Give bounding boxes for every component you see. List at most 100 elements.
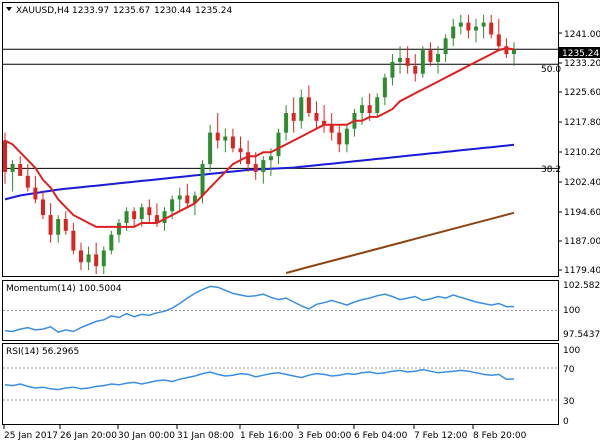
current-price-tag xyxy=(559,47,600,58)
sma-mid-line xyxy=(4,143,515,201)
candle-body xyxy=(94,254,99,267)
momentum-axis-mid: 100 xyxy=(563,306,580,316)
momentum-axis-top: 102.5828 xyxy=(563,281,600,291)
candle-body xyxy=(208,132,213,165)
candle-body xyxy=(86,254,91,263)
candle-body xyxy=(109,234,114,251)
candle-body xyxy=(291,112,296,121)
candle-body xyxy=(405,57,410,66)
candle-body xyxy=(382,77,387,98)
candle-body xyxy=(489,22,494,35)
time-label-9: 8 Feb 20:00 xyxy=(473,431,527,441)
rsi-axis-70: 70 xyxy=(563,365,575,375)
candle-body xyxy=(268,156,273,161)
candle-body xyxy=(101,250,106,267)
candle-body xyxy=(375,97,380,113)
time-label-7: 6 Feb 04:00 xyxy=(354,431,408,441)
sma-fast-line xyxy=(4,47,515,228)
price-label-7: 1194.60 xyxy=(564,208,600,218)
time-label-5: 1 Feb 16:00 xyxy=(240,431,294,441)
time-label-2: 26 Jan 20:00 xyxy=(60,431,117,441)
candle-body xyxy=(276,132,281,157)
candle-body xyxy=(329,124,334,133)
price-label-4: 1217.80 xyxy=(564,118,600,128)
rsi-pane[interactable] xyxy=(2,343,559,425)
candle-body xyxy=(413,65,418,74)
momentum-line xyxy=(4,285,514,334)
candle-body xyxy=(428,50,433,62)
candle-body xyxy=(512,49,516,55)
candle-body xyxy=(78,250,83,263)
price-label-1: 1241.00 xyxy=(564,30,600,40)
candle-body xyxy=(314,112,319,121)
candle-body xyxy=(398,57,403,62)
time-label-1: 25 Jan 2017 xyxy=(4,431,58,441)
candle-body xyxy=(177,195,182,200)
candle-body xyxy=(132,211,137,220)
candle-body xyxy=(192,195,197,204)
candle-body xyxy=(56,219,61,235)
ohlc-low: 1230.44 xyxy=(154,6,191,16)
candle-body xyxy=(481,22,486,27)
fib-50-label: 50.0 xyxy=(541,65,561,75)
sma-slow-line xyxy=(285,211,515,274)
candle-body xyxy=(253,164,258,172)
candle-body xyxy=(458,22,463,27)
candle-body xyxy=(40,199,45,216)
ohlc-close: 1235.24 xyxy=(195,6,232,16)
candle-body xyxy=(3,140,7,172)
price-label-3: 1225.60 xyxy=(564,88,600,98)
candle-body xyxy=(124,211,129,223)
time-label-3: 30 Jan 00:00 xyxy=(118,431,175,441)
collapse-triangle-icon[interactable] xyxy=(6,7,12,11)
rsi-axis-0: 0 xyxy=(563,417,569,427)
candle-body xyxy=(10,164,15,172)
candle-body xyxy=(246,152,251,165)
momentum-title: Momentum(14) 100.5004 xyxy=(6,284,122,294)
candle-body xyxy=(215,132,220,141)
candle-body xyxy=(496,34,501,47)
price-label-5: 1210.20 xyxy=(564,148,600,158)
candle-body xyxy=(33,187,38,200)
momentum-axis-bottom: 97.5437 xyxy=(563,330,600,340)
candle-body xyxy=(360,105,365,113)
price-label-8: 1187.00 xyxy=(564,237,600,247)
candle-body xyxy=(18,164,23,176)
candle-body xyxy=(25,175,30,188)
price-label-2: 1233.20 xyxy=(564,59,600,69)
candle-body xyxy=(48,215,53,235)
candle-body xyxy=(185,195,190,204)
candle-body xyxy=(451,26,456,39)
main-price-pane[interactable] xyxy=(2,2,559,277)
candle-body xyxy=(162,211,167,223)
symbol-timeframe-label: XAUUSD,H4 xyxy=(16,6,70,16)
rsi-line xyxy=(4,368,515,391)
price-label-6: 1202.40 xyxy=(564,178,600,188)
candle-body xyxy=(504,46,509,55)
candle-body xyxy=(63,219,68,231)
candle-body xyxy=(337,132,342,145)
candle-body xyxy=(116,222,121,235)
rsi-title: RSI(14) 56.2965 xyxy=(6,347,79,357)
rsi-axis-100: 100 xyxy=(563,346,580,356)
candle-body xyxy=(223,136,228,141)
candle-body xyxy=(420,50,425,74)
candle-body xyxy=(200,164,205,196)
fib-38-label: 38.2 xyxy=(541,165,561,175)
candle-body xyxy=(367,105,372,113)
candle-body xyxy=(436,54,441,62)
candle-body xyxy=(261,160,266,172)
time-label-4: 31 Jan 08:00 xyxy=(177,431,234,441)
candle-body xyxy=(238,148,243,153)
time-label-6: 3 Feb 00:00 xyxy=(298,431,352,441)
candle-body xyxy=(139,207,144,220)
candle-body xyxy=(443,38,448,55)
price-label-9: 1179.40 xyxy=(564,266,600,276)
candle-body xyxy=(466,22,471,31)
time-label-8: 7 Feb 12:00 xyxy=(414,431,468,441)
candle-body xyxy=(71,230,76,251)
ohlc-open: 1233.97 xyxy=(72,6,109,16)
candle-body xyxy=(344,128,349,145)
